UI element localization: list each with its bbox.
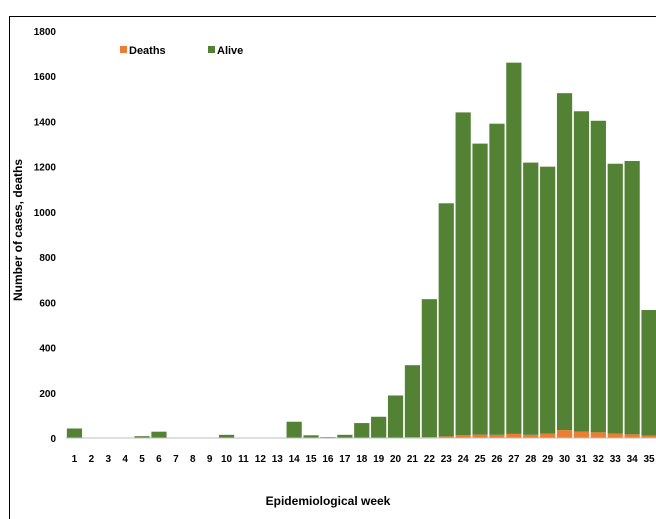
y-tick-label: 1000 — [34, 208, 57, 219]
legend: Deaths Alive — [120, 45, 243, 57]
bars — [66, 62, 656, 438]
bar-alive-week-27 — [506, 62, 522, 434]
x-tick-label: 26 — [491, 454, 503, 465]
legend-label-deaths: Deaths — [129, 45, 166, 57]
frame-left-border — [9, 16, 10, 519]
x-tick-label: 13 — [272, 454, 284, 465]
x-tick-label: 22 — [424, 454, 436, 465]
bar-alive-week-34 — [624, 161, 640, 435]
y-axis-title: Number of cases, deaths — [11, 159, 25, 301]
x-tick-label: 15 — [305, 454, 317, 465]
bar-alive-week-33 — [607, 163, 623, 434]
x-tick-label: 14 — [289, 454, 301, 465]
bar-alive-week-18 — [354, 423, 370, 438]
bar-deaths-week-35 — [641, 435, 656, 438]
bar-alive-week-1 — [66, 428, 83, 438]
legend-label-alive: Alive — [217, 45, 243, 57]
x-tick-label: 2 — [89, 454, 95, 465]
bar-deaths-week-32 — [590, 432, 606, 438]
x-tick-label: 16 — [322, 454, 334, 465]
x-tick-label: 11 — [238, 454, 249, 465]
frame-top-border — [9, 16, 656, 17]
bar-deaths-week-25 — [472, 434, 488, 438]
bar-deaths-week-30 — [556, 430, 573, 438]
bar-alive-week-5 — [134, 436, 150, 438]
bar-deaths-week-24 — [455, 435, 471, 438]
bar-alive-week-26 — [489, 123, 505, 435]
y-tick-label: 400 — [39, 344, 56, 355]
x-tick-label: 5 — [139, 454, 145, 465]
bar-alive-week-28 — [523, 162, 539, 435]
x-tick-label: 30 — [559, 454, 571, 465]
x-tick-label: 34 — [627, 454, 639, 465]
bar-deaths-week-31 — [573, 431, 590, 438]
bar-alive-week-30 — [556, 93, 573, 431]
bar-alive-week-32 — [590, 120, 606, 433]
x-tick-label: 33 — [610, 454, 622, 465]
y-axis-ticks: 0 200 400 600 800 1000 1200 1400 1600 1800 — [34, 27, 57, 445]
x-tick-label: 32 — [593, 454, 605, 465]
y-tick-label: 600 — [39, 298, 56, 309]
bar-alive-week-19 — [371, 416, 387, 438]
bar-deaths-week-33 — [607, 433, 623, 438]
legend-swatch-deaths — [120, 46, 127, 53]
bar-alive-week-35 — [641, 310, 656, 436]
x-tick-label: 27 — [508, 454, 520, 465]
x-tick-label: 10 — [221, 454, 233, 465]
x-tick-label: 35 — [643, 454, 655, 465]
x-tick-label: 18 — [356, 454, 368, 465]
x-tick-label: 17 — [339, 454, 351, 465]
y-tick-label: 1600 — [34, 72, 57, 83]
y-tick-label: 800 — [39, 253, 56, 264]
y-tick-label: 200 — [39, 389, 56, 400]
bar-alive-week-6 — [151, 431, 167, 438]
x-tick-label: 12 — [255, 454, 267, 465]
x-tick-label: 19 — [373, 454, 385, 465]
y-tick-label: 1400 — [34, 117, 57, 128]
x-tick-label: 24 — [458, 454, 470, 465]
bar-alive-week-31 — [573, 111, 590, 432]
bar-deaths-week-26 — [489, 434, 505, 438]
x-tick-label: 25 — [474, 454, 486, 465]
bar-alive-week-23 — [438, 203, 454, 437]
bar-alive-week-17 — [337, 434, 353, 438]
y-tick-label: 1200 — [34, 163, 57, 174]
x-tick-label: 8 — [190, 454, 196, 465]
x-tick-label: 7 — [173, 454, 179, 465]
bar-deaths-week-28 — [523, 434, 539, 438]
bar-alive-week-21 — [404, 365, 421, 438]
x-tick-label: 28 — [525, 454, 537, 465]
x-tick-label: 3 — [105, 454, 111, 465]
x-tick-label: 20 — [390, 454, 402, 465]
x-tick-label: 6 — [156, 454, 162, 465]
legend-swatch-alive — [208, 46, 215, 53]
bar-deaths-week-29 — [540, 433, 556, 438]
bar-deaths-week-27 — [506, 433, 522, 438]
x-tick-label: 31 — [576, 454, 588, 465]
x-tick-label: 29 — [542, 454, 554, 465]
x-axis-ticks: 1 2 3 4 5 6 7 8 9 10 11 12 13 14 15 16 17 18 19 20 21 22 23 24 2… — [72, 454, 655, 465]
x-axis-title: Epidemiological week — [266, 494, 391, 508]
x-tick-label: 9 — [207, 454, 213, 465]
y-tick-label: 1800 — [34, 27, 57, 38]
bar-alive-week-15 — [303, 435, 319, 438]
x-tick-label: 1 — [72, 454, 78, 465]
bar-alive-week-10 — [218, 434, 235, 438]
bar-alive-week-29 — [540, 166, 556, 434]
bar-deaths-week-34 — [624, 434, 640, 438]
y-tick-label: 0 — [50, 434, 56, 445]
bar-alive-week-14 — [286, 421, 302, 438]
bar-alive-week-22 — [421, 299, 437, 438]
x-tick-label: 4 — [122, 454, 128, 465]
x-tick-label: 21 — [407, 454, 419, 465]
bar-deaths-week-23 — [438, 436, 454, 438]
x-tick-label: 23 — [441, 454, 453, 465]
bar-alive-week-25 — [472, 143, 488, 435]
bar-alive-week-24 — [455, 112, 471, 436]
bar-alive-week-20 — [387, 395, 404, 438]
